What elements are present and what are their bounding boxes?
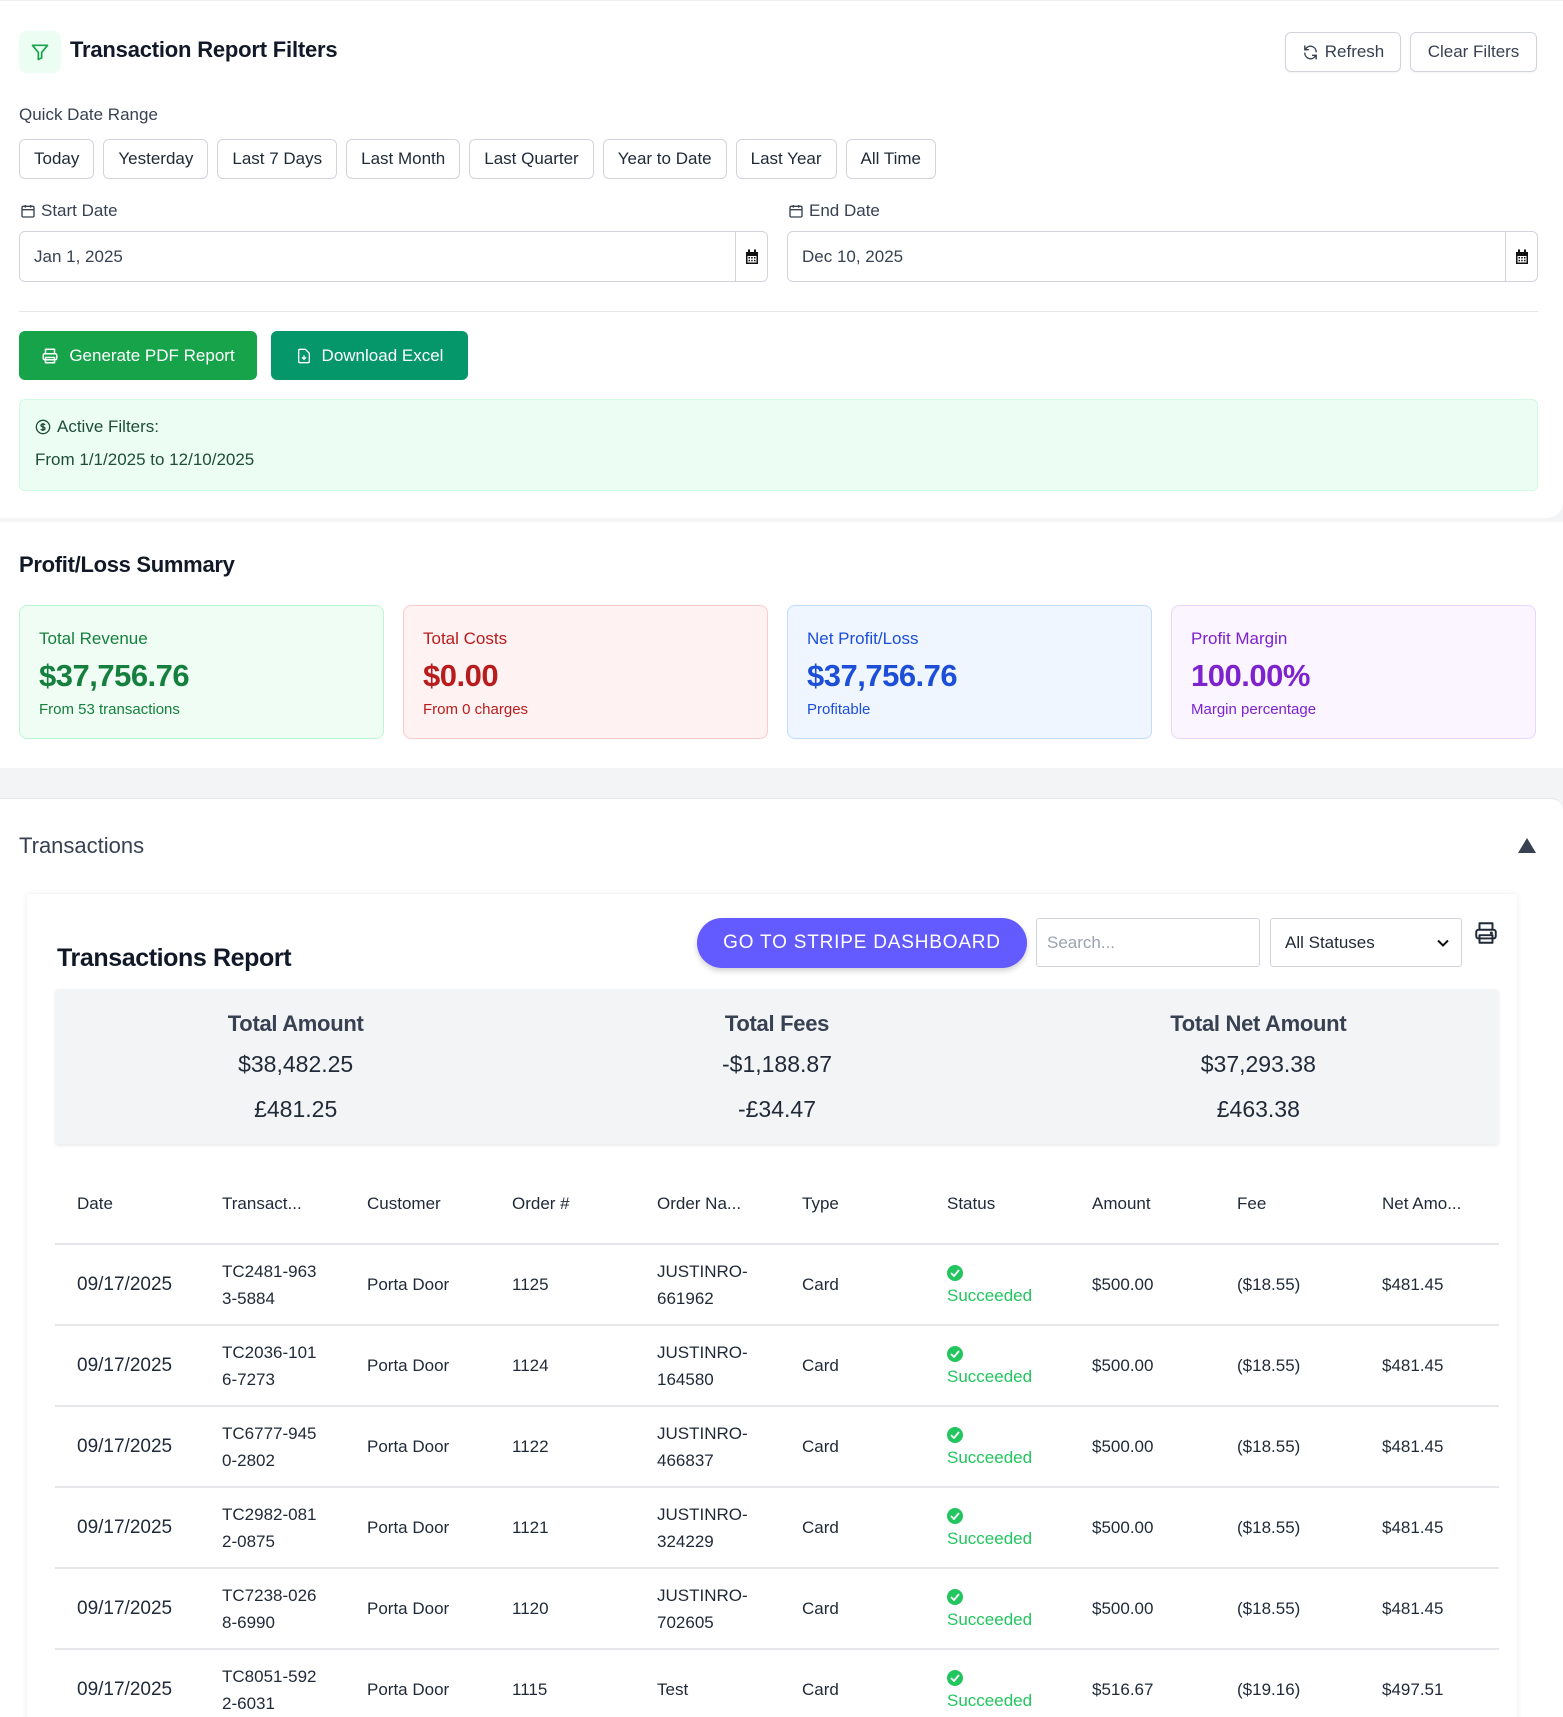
clear-filters-button[interactable]: Clear Filters xyxy=(1410,32,1537,72)
check-circle-icon xyxy=(947,1669,963,1686)
quick-last-year-button[interactable]: Last Year xyxy=(735,139,837,179)
end-date-label: End Date xyxy=(788,201,880,221)
calendar-icon xyxy=(789,205,803,218)
check-circle-icon xyxy=(947,1264,963,1281)
check-circle-icon xyxy=(947,1507,963,1524)
status-badge: Succeeded xyxy=(947,1261,1070,1309)
check-circle-icon xyxy=(947,1345,963,1362)
total-costs-value: $0.00 xyxy=(423,658,499,693)
net-profit-card: Net Profit/Loss $37,756.76 Profitable xyxy=(787,605,1152,739)
table-row[interactable]: 09/17/2025 TC6777-945 0-2802 Porta Door 1… xyxy=(55,1406,1499,1488)
quick-range-label: Quick Date Range xyxy=(19,105,158,124)
report-title: Transactions Report xyxy=(57,944,292,972)
refresh-button[interactable]: Refresh xyxy=(1285,32,1401,72)
refresh-icon xyxy=(1303,44,1317,60)
start-date-picker-icon[interactable] xyxy=(735,232,767,281)
col-order-number[interactable]: Order # xyxy=(490,1164,635,1245)
profit-margin-card: Profit Margin 100.00% Margin percentage xyxy=(1171,605,1536,739)
status-filter-select[interactable]: All Statuses xyxy=(1270,918,1462,967)
start-date-label: Start Date xyxy=(20,201,118,221)
search-input[interactable] xyxy=(1036,918,1260,967)
calendar-icon xyxy=(21,205,35,218)
total-costs-card: Total Costs $0.00 From 0 charges xyxy=(403,605,768,739)
check-circle-icon xyxy=(947,1426,963,1443)
status-badge: Succeeded xyxy=(947,1504,1070,1552)
table-row[interactable]: 09/17/2025 TC7238-026 8-6990 Porta Door 1… xyxy=(55,1568,1499,1650)
section-divider xyxy=(19,311,1538,312)
table-header-row: Date Transact... Customer Order # Order … xyxy=(55,1164,1499,1245)
table-row[interactable]: 09/17/2025 TC8051-592 2-6031 Porta Door 1… xyxy=(55,1649,1499,1717)
dollar-circle-icon xyxy=(35,419,51,435)
transactions-panel: Transactions Transactions Report GO TO S… xyxy=(0,798,1563,1717)
printer-icon xyxy=(42,348,58,363)
status-badge: Succeeded xyxy=(947,1585,1070,1633)
status-badge: Succeeded xyxy=(947,1423,1070,1471)
col-customer[interactable]: Customer xyxy=(345,1164,490,1245)
totals-summary: Total Amount $38,482.25 £481.25 Total Fe… xyxy=(55,989,1499,1144)
chevron-down-icon xyxy=(1437,939,1449,947)
generate-pdf-button[interactable]: Generate PDF Report xyxy=(19,331,257,380)
status-badge: Succeeded xyxy=(947,1342,1070,1390)
total-revenue-value: $37,756.76 xyxy=(39,658,190,693)
quick-year-to-date-button[interactable]: Year to Date xyxy=(602,139,727,179)
col-order-name[interactable]: Order Na... xyxy=(635,1164,780,1245)
col-net-amount[interactable]: Net Amo... xyxy=(1360,1164,1499,1245)
table-row[interactable]: 09/17/2025 TC2481-963 3-5884 Porta Door 1… xyxy=(55,1244,1499,1326)
col-fee[interactable]: Fee xyxy=(1215,1164,1360,1245)
status-badge: Succeeded xyxy=(947,1666,1070,1714)
col-transaction[interactable]: Transact... xyxy=(200,1164,345,1245)
stripe-dashboard-button[interactable]: GO TO STRIPE DASHBOARD xyxy=(697,918,1027,968)
end-date-value[interactable]: Dec 10, 2025 xyxy=(802,246,904,266)
end-date-picker-icon[interactable] xyxy=(1505,232,1537,281)
col-amount[interactable]: Amount xyxy=(1070,1164,1215,1245)
total-amount: Total Amount $38,482.25 £481.25 xyxy=(227,1011,364,1122)
total-fees: Total Fees -$1,188.87 -£34.47 xyxy=(722,1011,832,1122)
check-circle-icon xyxy=(947,1588,963,1605)
col-status[interactable]: Status xyxy=(925,1164,1070,1245)
table-row[interactable]: 09/17/2025 TC2036-101 6-7273 Porta Door 1… xyxy=(55,1325,1499,1407)
profit-loss-summary: Profit/Loss Summary Total Revenue $37,75… xyxy=(0,522,1563,768)
quick-yesterday-button[interactable]: Yesterday xyxy=(103,139,209,179)
transactions-section-title: Transactions xyxy=(19,833,145,858)
profit-margin-value: 100.00% xyxy=(1191,658,1310,693)
start-date-input[interactable]: Jan 1, 2025 xyxy=(19,231,768,282)
filters-panel: Transaction Report Filters Refresh Clear… xyxy=(0,0,1563,518)
summary-title: Profit/Loss Summary xyxy=(19,552,235,577)
filter-icon xyxy=(19,31,61,73)
table-row[interactable]: 09/17/2025 TC2982-081 2-0875 Porta Door 1… xyxy=(55,1487,1499,1569)
quick-range-buttons: Today Yesterday Last 7 Days Last Month L… xyxy=(19,139,936,179)
end-date-input[interactable]: Dec 10, 2025 xyxy=(787,231,1538,282)
quick-last-month-button[interactable]: Last Month xyxy=(346,139,461,179)
quick-today-button[interactable]: Today xyxy=(19,139,95,179)
start-date-value[interactable]: Jan 1, 2025 xyxy=(34,246,123,266)
col-type[interactable]: Type xyxy=(780,1164,925,1245)
total-revenue-card: Total Revenue $37,756.76 From 53 transac… xyxy=(19,605,384,739)
file-download-icon xyxy=(297,348,310,363)
transactions-table: Date Transact... Customer Order # Order … xyxy=(55,1164,1499,1717)
col-date[interactable]: Date xyxy=(55,1164,200,1245)
collapse-toggle-icon[interactable] xyxy=(1518,838,1536,853)
download-excel-button[interactable]: Download Excel xyxy=(271,331,468,380)
total-net-amount: Total Net Amount $37,293.38 £463.38 xyxy=(1170,1011,1347,1122)
net-profit-value: $37,756.76 xyxy=(807,658,958,693)
transactions-report: Transactions Report GO TO STRIPE DASHBOA… xyxy=(27,894,1517,1717)
refresh-label: Refresh xyxy=(1324,42,1385,61)
active-filters-text: From 1/1/2025 to 12/10/2025 xyxy=(35,450,255,469)
print-icon[interactable] xyxy=(1473,920,1499,951)
page-title: Transaction Report Filters xyxy=(70,37,338,62)
quick-all-time-button[interactable]: All Time xyxy=(845,139,936,179)
active-filters-label: Active Filters: xyxy=(35,417,159,437)
quick-last-7-days-button[interactable]: Last 7 Days xyxy=(217,139,338,179)
quick-last-quarter-button[interactable]: Last Quarter xyxy=(469,139,594,179)
active-filters-box: Active Filters: From 1/1/2025 to 12/10/2… xyxy=(19,399,1538,491)
